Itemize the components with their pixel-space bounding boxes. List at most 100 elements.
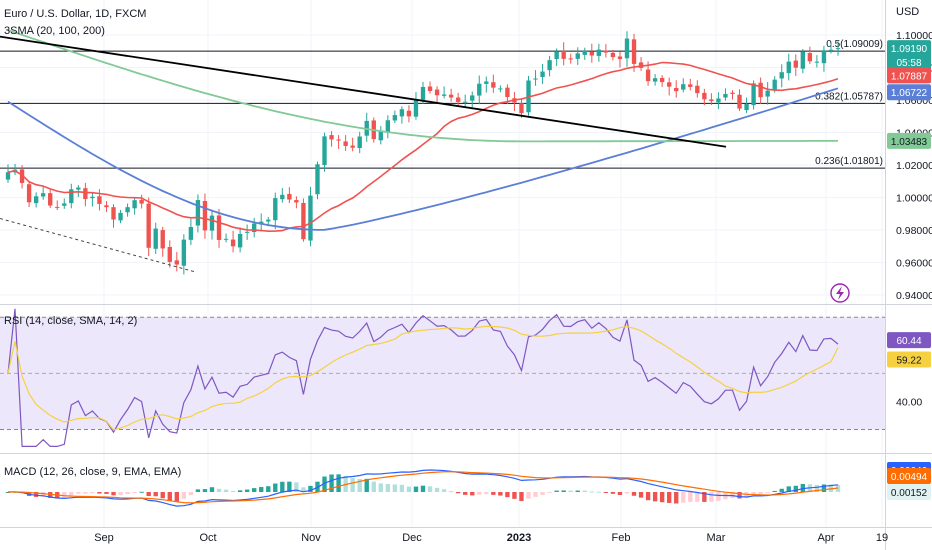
- candle-body: [751, 83, 756, 106]
- candle: [441, 86, 447, 99]
- macd-histogram-bar: [223, 489, 229, 492]
- moving-averages: [7, 29, 839, 233]
- candle: [659, 75, 665, 87]
- candle-body: [631, 39, 637, 64]
- signal-tag: 0.00494: [887, 468, 931, 484]
- macd-histogram-bar: [266, 486, 271, 492]
- macd-legend[interactable]: MACD (12, 26, close, 9, EMA, EMA): [4, 466, 182, 478]
- trendlines[interactable]: [0, 35, 727, 273]
- sma100-tag-bg: [887, 84, 931, 101]
- candle: [835, 41, 841, 56]
- macd-histogram-bar: [519, 492, 524, 502]
- macd-histogram-bar: [104, 492, 109, 494]
- fib-label: 0.236(1.01801): [815, 156, 883, 167]
- candle: [55, 200, 60, 211]
- rsi-ma-tag-text: 59.22: [896, 355, 921, 366]
- macd-histogram-bar: [441, 489, 447, 492]
- candle-body: [209, 215, 215, 231]
- lightning-icon-circle: [830, 283, 850, 303]
- candle-body: [237, 233, 243, 248]
- candle-body: [280, 194, 285, 200]
- candle: [681, 78, 686, 93]
- candle: [308, 186, 313, 247]
- candle: [723, 88, 728, 101]
- candle-body: [111, 207, 116, 220]
- candle-body: [624, 38, 630, 59]
- candle-body: [33, 196, 39, 204]
- candles[interactable]: [5, 31, 841, 275]
- candle-body: [800, 51, 806, 69]
- candle-body: [343, 141, 348, 146]
- candle-body: [118, 212, 123, 221]
- candle-body: [195, 200, 201, 226]
- macd-histogram-bar: [69, 492, 74, 496]
- rsi-panel: [0, 308, 885, 447]
- candle: [83, 182, 88, 207]
- candle-body: [399, 109, 405, 117]
- candle-body: [638, 62, 644, 68]
- candle: [477, 75, 482, 105]
- sma200-line: [7, 29, 838, 143]
- candle: [237, 227, 243, 253]
- macd-histogram-bar: [392, 484, 398, 492]
- macd-histogram-bar: [76, 492, 81, 494]
- candle: [287, 187, 292, 204]
- candle: [244, 224, 250, 240]
- candle-body: [505, 87, 510, 98]
- candle-body: [582, 50, 587, 55]
- candle: [223, 233, 229, 243]
- candle-body: [463, 101, 468, 103]
- candle: [399, 106, 405, 124]
- candle: [547, 55, 552, 77]
- chart-title: Euro / U.S. Dollar, 1D, FXCM: [4, 8, 147, 20]
- time-tick-label: 2023: [507, 532, 531, 544]
- candle: [160, 226, 165, 257]
- candle: [26, 181, 32, 208]
- rsi-legend[interactable]: RSI (14, close, SMA, 14, 2): [4, 315, 138, 327]
- candle: [385, 115, 391, 139]
- candle-body: [357, 136, 362, 149]
- candle-body: [807, 53, 813, 62]
- candle: [62, 198, 67, 209]
- sma-legend[interactable]: 3SMA (20, 100, 200): [4, 25, 105, 37]
- macd-histogram-bar: [132, 492, 137, 493]
- candle: [378, 126, 383, 145]
- price-tick-label: 1.00000: [896, 192, 932, 204]
- candle: [554, 48, 559, 67]
- candle: [350, 137, 355, 152]
- candle-body: [378, 131, 383, 141]
- candle-body: [547, 60, 552, 71]
- sma200-tag: 1.03483: [887, 132, 931, 149]
- macd-histogram-bar: [448, 491, 454, 493]
- macd-histogram-bar: [62, 492, 67, 498]
- candle-body: [76, 187, 81, 190]
- rsi-ma-tag: 59.22: [887, 351, 931, 368]
- macd-histogram-bar: [33, 492, 39, 497]
- candle: [709, 93, 714, 105]
- macd-histogram-bar: [357, 479, 362, 492]
- candle-body: [561, 50, 566, 59]
- macd-histogram-bar: [596, 491, 602, 493]
- lightning-icon[interactable]: [830, 283, 850, 303]
- candle: [406, 105, 412, 123]
- candle: [188, 218, 194, 245]
- candle: [716, 92, 721, 110]
- candle-body: [301, 202, 306, 240]
- candle-body: [266, 219, 271, 222]
- candle-body: [617, 56, 623, 60]
- candle-body: [188, 226, 194, 240]
- candle: [463, 94, 468, 108]
- macd-histogram-bar: [659, 492, 665, 503]
- candle-body: [455, 97, 461, 102]
- candle-body: [83, 188, 88, 200]
- macd-histogram-bar: [280, 481, 285, 492]
- candle-body: [610, 52, 616, 58]
- candle-body: [308, 195, 313, 241]
- candle: [392, 110, 398, 124]
- candle: [688, 78, 693, 91]
- sma100-tag-text: 1.06722: [891, 88, 928, 99]
- candle: [540, 63, 545, 85]
- macd-histogram-bar: [695, 492, 700, 502]
